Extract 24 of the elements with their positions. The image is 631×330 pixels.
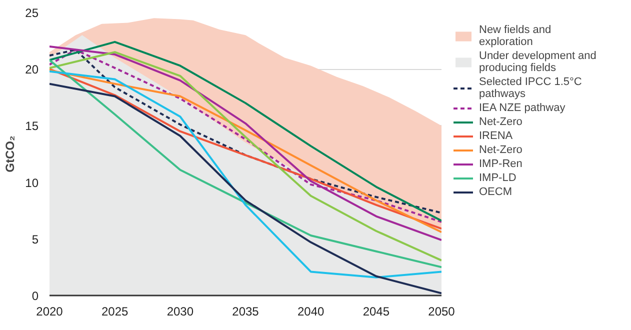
- legend-label: Net-Zero: [479, 116, 522, 128]
- legend-label: IRENA: [479, 130, 513, 142]
- x-tick-label: 2035: [232, 304, 260, 318]
- y-tick-label: 5: [32, 232, 39, 246]
- legend-label: Selected IPCC 1.5°C pathways: [479, 76, 582, 100]
- x-tick-label: 2040: [297, 304, 325, 318]
- legend-label: New fields and exploration: [479, 24, 552, 48]
- y-tick-label: 25: [25, 6, 39, 20]
- y-tick-label: 10: [25, 176, 39, 190]
- x-tick-label: 2050: [428, 304, 456, 318]
- legend-label: IMP-Ren: [479, 158, 522, 170]
- legend-label: IEA NZE pathway: [479, 102, 566, 114]
- x-tick-label: 2020: [36, 304, 64, 318]
- legend-label: Under development and producing fields: [479, 50, 596, 74]
- x-tick-label: 2025: [101, 304, 129, 318]
- x-tick-label: 2045: [362, 304, 390, 318]
- legend-label: IMP-LD: [479, 172, 516, 184]
- y-tick-label: 0: [32, 289, 39, 303]
- legend-label: OECM: [479, 186, 512, 198]
- y-axis-title: GtCO₂: [3, 136, 18, 172]
- y-tick-label: 15: [25, 119, 39, 134]
- legend-label: Net-Zero: [479, 144, 522, 156]
- x-tick-label: 2030: [166, 304, 194, 318]
- y-tick-label: 20: [25, 62, 39, 77]
